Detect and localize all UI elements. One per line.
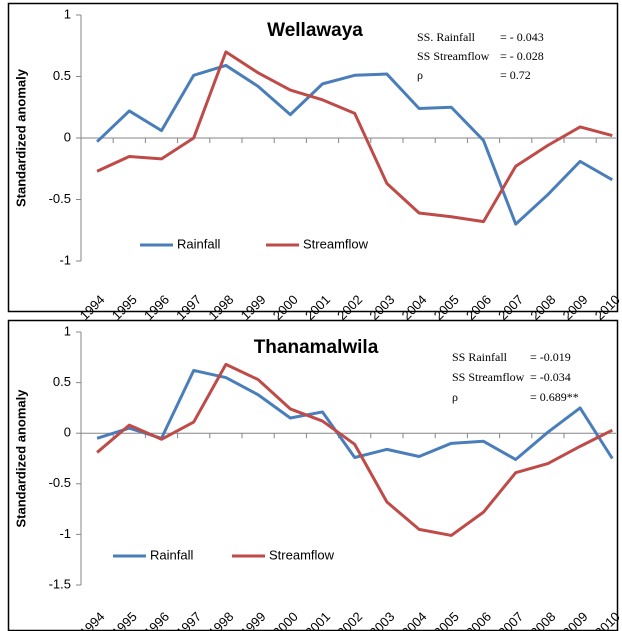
annotation-label: ρ — [417, 68, 423, 82]
legend-label: Streamflow — [303, 236, 369, 251]
x-tick-label: 1998 — [205, 609, 236, 631]
y-tick-label: -1.5 — [49, 576, 71, 591]
legend-label: Streamflow — [269, 547, 335, 562]
x-tick-label: 2005 — [431, 609, 462, 631]
annotation-value: = -0.019 — [530, 350, 571, 364]
y-tick-label: 0.5 — [53, 68, 71, 83]
x-tick-label: 1995 — [109, 292, 140, 323]
x-tick-label: 2004 — [399, 292, 430, 323]
x-tick-label: 2009 — [560, 609, 591, 631]
series-line — [96, 362, 613, 537]
x-tick-label: 2000 — [270, 609, 301, 631]
annotation-label: ρ — [452, 390, 458, 404]
y-tick-label: -1 — [59, 252, 71, 267]
x-tick-label: 2001 — [302, 609, 333, 631]
y-tick-label: 0.5 — [53, 374, 71, 389]
y-tick-label: -0.5 — [49, 475, 71, 490]
legend-label: Rainfall — [150, 547, 193, 562]
x-tick-label: 2007 — [495, 292, 526, 323]
x-tick-label: 2008 — [527, 292, 558, 323]
series-line — [96, 50, 613, 224]
x-tick-label: 2005 — [431, 292, 462, 323]
chart-title: Thanamalwila — [254, 337, 379, 358]
annotation-value: = 0.689** — [530, 390, 579, 404]
x-tick-label: 2006 — [463, 609, 494, 631]
x-tick-label: 1998 — [205, 292, 236, 323]
x-tick-label: 1996 — [141, 292, 172, 323]
x-tick-label: 2001 — [302, 292, 333, 323]
x-tick-label: 2003 — [366, 292, 397, 323]
x-tick-label: 2006 — [463, 292, 494, 323]
x-tick-label: 1995 — [109, 609, 140, 631]
annotation-value: = 0.72 — [500, 68, 531, 82]
x-tick-label: 1999 — [238, 609, 269, 631]
annotation-label: SS Streamflow — [452, 370, 525, 384]
x-tick-label: 2009 — [560, 292, 591, 323]
annotation-value: = - 0.043 — [500, 30, 544, 44]
x-tick-label: 2007 — [495, 609, 526, 631]
x-tick-label: 1997 — [173, 292, 204, 323]
x-tick-label: 2000 — [270, 292, 301, 323]
annotation-label: SS Streamflow — [417, 49, 490, 63]
chart-title: Wellawaya — [267, 20, 363, 41]
y-axis-label: Standardized anomaly — [13, 389, 28, 528]
y-axis-label: Standardized anomaly — [13, 68, 28, 207]
y-tick-label: 1 — [64, 6, 71, 21]
x-tick-label: 1994 — [77, 609, 108, 631]
y-tick-label: -0.5 — [49, 191, 71, 206]
x-tick-label: 2003 — [366, 609, 397, 631]
x-tick-label: 1999 — [238, 292, 269, 323]
x-tick-label: 2002 — [334, 609, 365, 631]
annotation-value: = -0.034 — [530, 370, 571, 384]
annotation-label: SS. Rainfall — [417, 30, 476, 44]
panel-frame — [7, 2, 619, 313]
y-tick-label: 1 — [64, 323, 71, 338]
legend-label: Rainfall — [177, 236, 220, 251]
x-tick-label: 1997 — [173, 609, 204, 631]
x-tick-label: 1996 — [141, 609, 172, 631]
x-tick-label: 2008 — [527, 609, 558, 631]
annotation-label: SS Rainfall — [452, 350, 508, 364]
y-tick-label: 0 — [64, 425, 71, 440]
x-tick-label: 2004 — [399, 609, 430, 631]
x-tick-label: 2002 — [334, 292, 365, 323]
y-tick-label: -1 — [59, 526, 71, 541]
annotation-value: = - 0.028 — [500, 49, 544, 63]
series-line — [96, 63, 614, 226]
panel-frame — [7, 319, 619, 631]
x-tick-label: 1994 — [77, 292, 108, 323]
y-tick-label: 0 — [64, 129, 71, 144]
series-line — [96, 368, 614, 462]
